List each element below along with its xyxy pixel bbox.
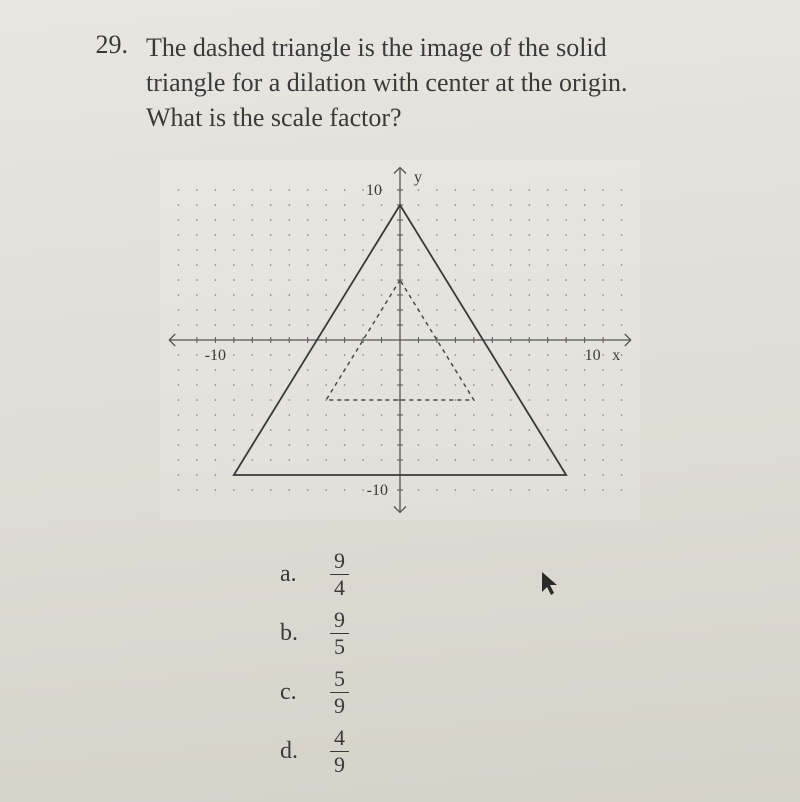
question-block: 29. The dashed triangle is the image of … [90,30,750,135]
answer-letter: b. [280,620,302,647]
answer-c[interactable]: c. 5 9 [280,668,750,717]
pointer-cursor-icon [540,570,560,598]
fraction-denominator: 4 [330,575,349,599]
answer-fraction: 9 4 [330,550,349,599]
question-number: 29. [90,30,128,60]
svg-text:10: 10 [366,182,382,199]
answer-d[interactable]: d. 4 9 [280,727,750,776]
fraction-denominator: 9 [330,752,349,776]
svg-text:y: y [414,169,422,186]
answer-b[interactable]: b. 9 5 [280,609,750,658]
answer-fraction: 5 9 [330,668,349,717]
answer-letter: a. [280,561,302,588]
fraction-numerator: 9 [330,550,349,575]
fraction-numerator: 4 [330,727,349,752]
fraction-denominator: 9 [330,693,349,717]
question-line-3: What is the scale factor? [146,103,402,132]
svg-text:x: x [612,347,620,364]
answer-fraction: 4 9 [330,727,349,776]
answer-letter: d. [280,738,302,765]
graph-container: 10 -10 -10 10 y x [160,160,640,520]
fraction-denominator: 5 [330,634,349,658]
answer-fraction: 9 5 [330,609,349,658]
svg-text:10: 10 [585,347,601,364]
svg-text:-10: -10 [205,347,226,364]
svg-text:-10: -10 [367,482,388,499]
question-line-2: triangle for a dilation with center at t… [146,68,628,97]
question-text: The dashed triangle is the image of the … [146,30,628,135]
question-line-1: The dashed triangle is the image of the … [146,33,607,62]
answer-letter: c. [280,679,302,706]
fraction-numerator: 9 [330,609,349,634]
answer-a[interactable]: a. 9 4 [280,550,750,599]
worksheet-page: 29. The dashed triangle is the image of … [0,0,800,802]
coordinate-graph: 10 -10 -10 10 y x [160,160,640,520]
answer-choices: a. 9 4 b. 9 5 c. 5 9 d. 4 9 [280,550,750,776]
fraction-numerator: 5 [330,668,349,693]
